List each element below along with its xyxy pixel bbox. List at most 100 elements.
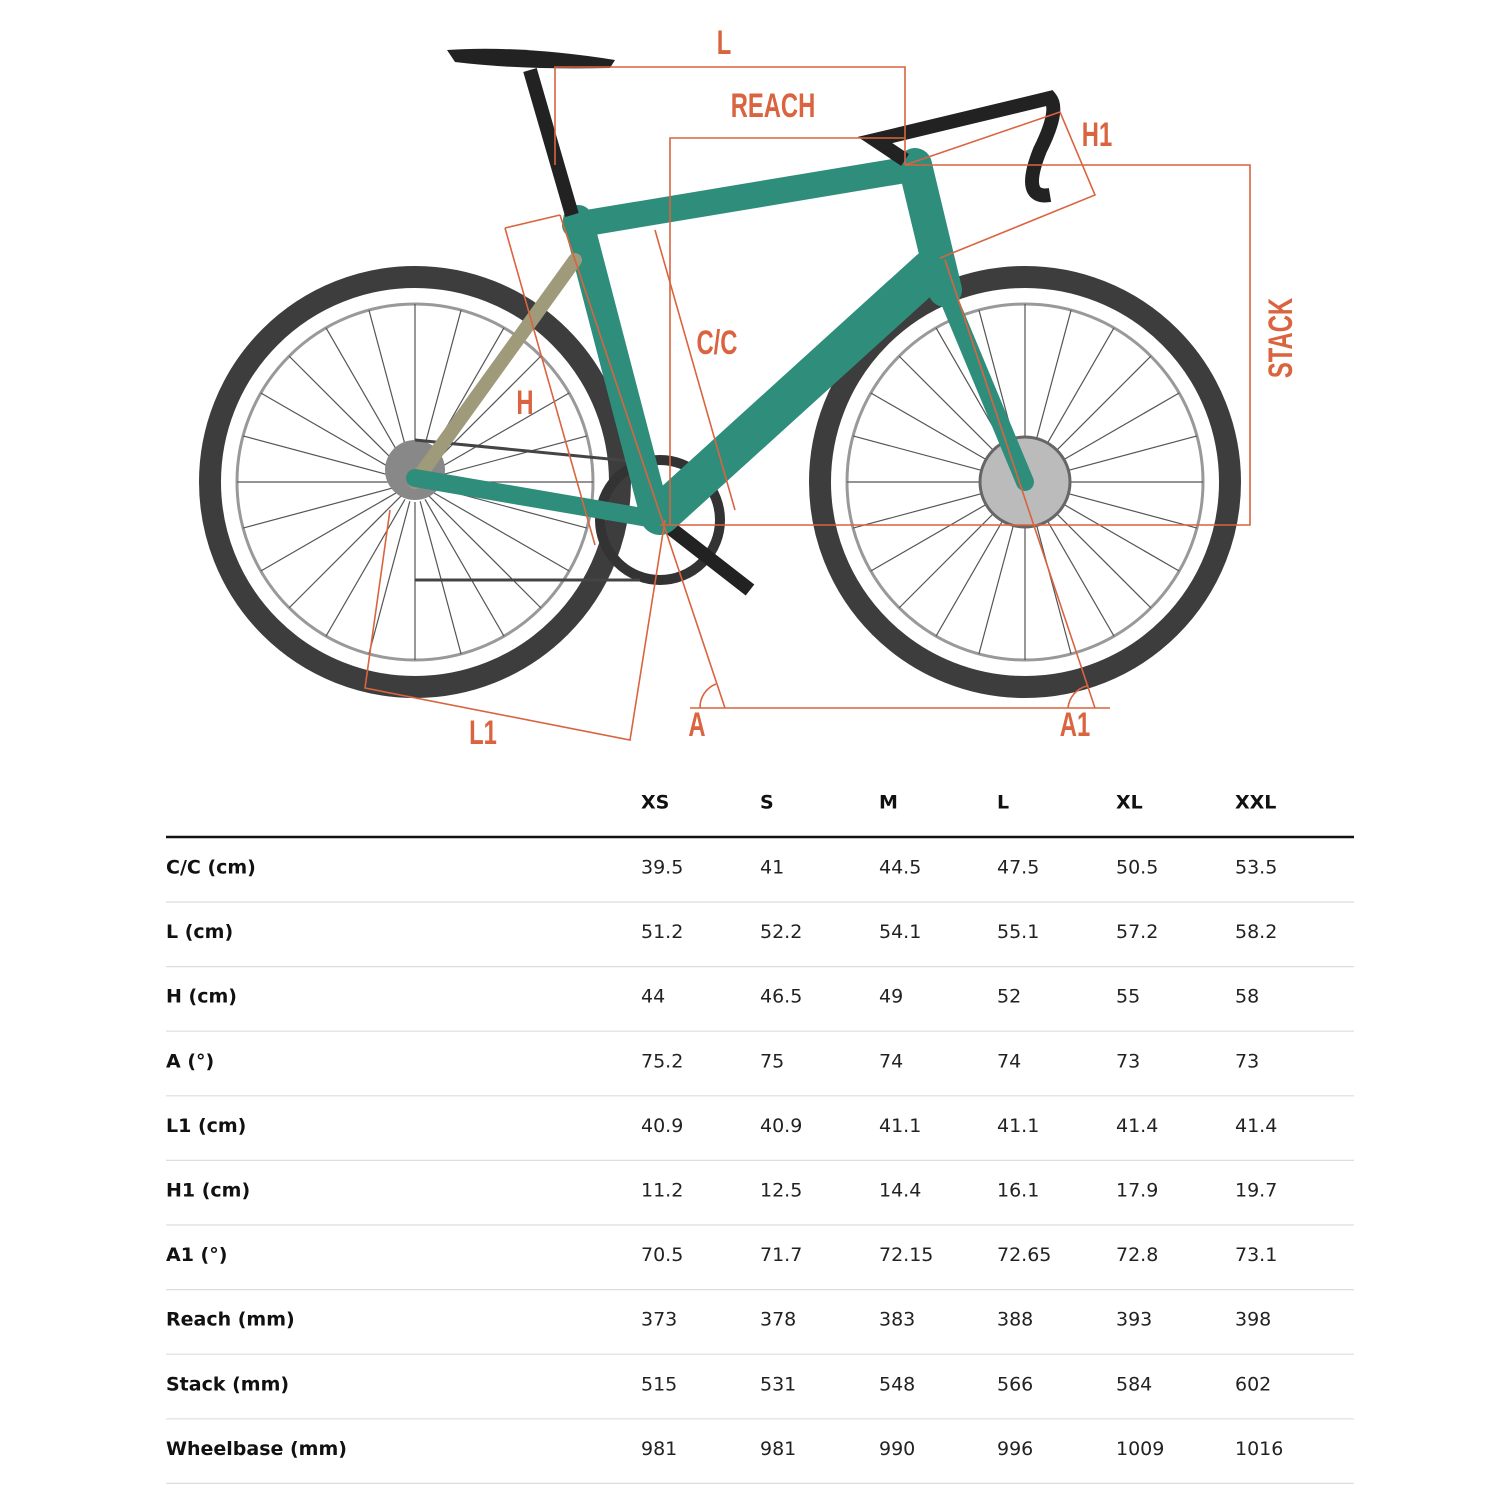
cell: 383 — [879, 1309, 915, 1331]
cell: 11.2 — [641, 1180, 683, 1202]
cell: 40.9 — [641, 1115, 683, 1137]
cell: 51.2 — [641, 921, 683, 943]
cell: 73 — [1116, 1050, 1140, 1072]
column-header: M — [879, 792, 898, 814]
row-header: L1 (cm) — [166, 1115, 246, 1137]
cell: 39.5 — [641, 857, 683, 879]
cell: 990 — [879, 1438, 915, 1460]
cell: 41 — [760, 857, 784, 879]
chainring — [595, 455, 725, 585]
spoke — [288, 495, 402, 609]
row-header: L (cm) — [166, 921, 233, 943]
row-header: Stack (mm) — [166, 1373, 289, 1395]
column-header: S — [760, 792, 774, 814]
row-header: A1 (°) — [166, 1244, 227, 1266]
cell: 531 — [760, 1373, 796, 1395]
spoke — [424, 499, 505, 637]
cell: 981 — [760, 1438, 796, 1460]
saddle — [447, 48, 615, 69]
cell: 58.2 — [1235, 921, 1277, 943]
cell: 52 — [997, 986, 1021, 1008]
crank — [655, 514, 755, 596]
cell: 73.1 — [1235, 1244, 1277, 1266]
cell: 388 — [997, 1309, 1033, 1331]
cell: 14.4 — [879, 1180, 921, 1202]
column-header: XXL — [1235, 792, 1276, 814]
spoke — [325, 327, 406, 465]
row-header: H (cm) — [166, 986, 237, 1008]
frame — [406, 148, 1034, 535]
cell: 41.1 — [997, 1115, 1039, 1137]
cell: 49 — [879, 986, 903, 1008]
cell: 70.5 — [641, 1244, 683, 1266]
cell: 41.4 — [1235, 1115, 1277, 1137]
row-header: H1 (cm) — [166, 1180, 250, 1202]
spoke — [368, 309, 411, 463]
cell: 41.4 — [1116, 1115, 1158, 1137]
cell: 996 — [997, 1438, 1033, 1460]
cell: 17.9 — [1116, 1180, 1158, 1202]
bike — [199, 48, 1241, 698]
cell: 566 — [997, 1373, 1033, 1395]
spoke — [242, 435, 396, 478]
column-header: L — [997, 792, 1009, 814]
label-reach: REACH — [731, 87, 816, 125]
cell: 72.8 — [1116, 1244, 1158, 1266]
cell: 16.1 — [997, 1180, 1039, 1202]
front-wheel — [809, 266, 1241, 698]
column-header: XS — [641, 792, 669, 814]
spoke — [432, 491, 570, 572]
label-cc: C/C — [697, 324, 738, 362]
chain — [414, 438, 641, 464]
label-l1: L1 — [469, 714, 497, 752]
cell: 74 — [879, 1050, 903, 1072]
spoke — [325, 499, 406, 637]
cell: 584 — [1116, 1373, 1152, 1395]
spoke — [288, 355, 402, 469]
cell: 515 — [641, 1373, 677, 1395]
cell: 378 — [760, 1309, 796, 1331]
cell: 40.9 — [760, 1115, 802, 1137]
label-h1: H1 — [1082, 116, 1112, 154]
spoke — [260, 392, 398, 473]
cell: 53.5 — [1235, 857, 1277, 879]
cell: 981 — [641, 1438, 677, 1460]
cell: 44.5 — [879, 857, 921, 879]
cell: 71.7 — [760, 1244, 802, 1266]
row-header: Wheelbase (mm) — [166, 1438, 347, 1460]
dimension-labels: L REACH H1 STACK C/C H L1 A A1 — [469, 24, 1300, 752]
column-header: XL — [1116, 792, 1143, 814]
cell: 50.5 — [1116, 857, 1158, 879]
cell: 398 — [1235, 1309, 1271, 1331]
cell: 47.5 — [997, 857, 1039, 879]
cell: 55 — [1116, 986, 1140, 1008]
seatpost — [523, 68, 579, 217]
label-a: A — [688, 706, 705, 744]
cell: 72.65 — [997, 1244, 1051, 1266]
spoke — [368, 501, 411, 655]
cell: 1009 — [1116, 1438, 1164, 1460]
cell: 393 — [1116, 1309, 1152, 1331]
cell: 1016 — [1235, 1438, 1283, 1460]
cell: 19.7 — [1235, 1180, 1277, 1202]
row-header: Reach (mm) — [166, 1309, 295, 1331]
spoke — [428, 495, 542, 609]
cell: 74 — [997, 1050, 1021, 1072]
cell: 52.2 — [760, 921, 802, 943]
cell: 373 — [641, 1309, 677, 1331]
label-stack: STACK — [1262, 298, 1300, 378]
label-h: H — [516, 384, 533, 422]
spoke — [428, 355, 542, 469]
label-a1: A1 — [1060, 706, 1090, 744]
spoke — [419, 501, 462, 655]
spoke — [242, 486, 396, 529]
cell: 548 — [879, 1373, 915, 1395]
cell: 12.5 — [760, 1180, 802, 1202]
cell: 44 — [641, 986, 665, 1008]
cell: 58 — [1235, 986, 1259, 1008]
cell: 41.1 — [879, 1115, 921, 1137]
spoke — [434, 435, 588, 478]
spoke — [419, 309, 462, 463]
cell: 73 — [1235, 1050, 1259, 1072]
